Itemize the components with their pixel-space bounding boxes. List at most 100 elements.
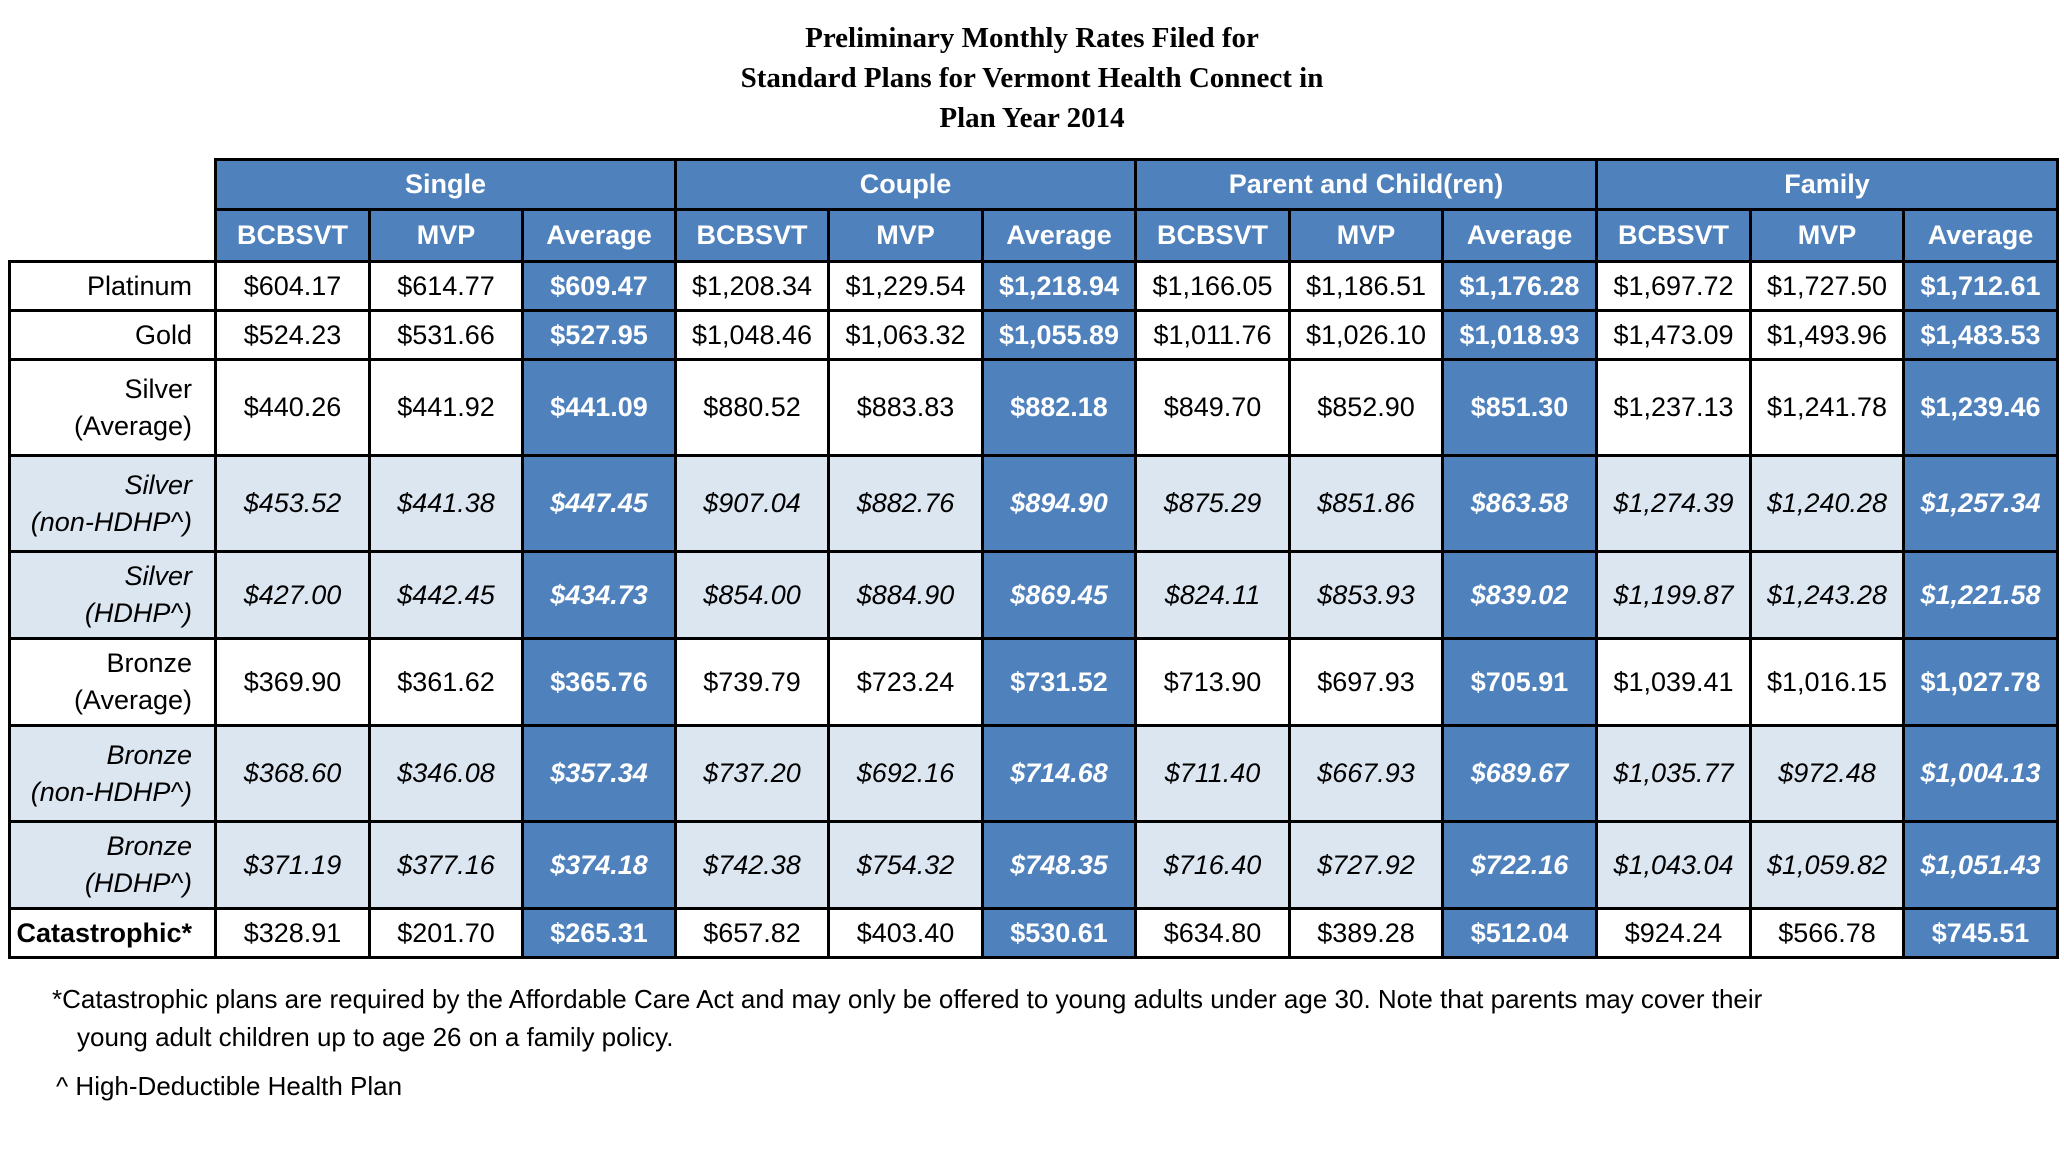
row-label: Catastrophic*	[8, 907, 217, 959]
rate-cell: $531.66	[368, 309, 524, 361]
rate-cell: $907.04	[674, 454, 830, 553]
rate-cell: $1,274.39	[1595, 454, 1752, 553]
row-label-subtext: (HDHP^)	[84, 598, 192, 628]
average-rate-cell: $714.68	[981, 724, 1137, 823]
rate-cell: $1,186.51	[1288, 260, 1444, 312]
row-label-text: Gold	[134, 319, 192, 350]
footnote-line-2: young adult children up to age 26 on a f…	[77, 1022, 674, 1052]
rate-cell: $201.70	[368, 907, 524, 959]
rate-cell: $634.80	[1134, 907, 1291, 959]
average-rate-cell: $1,051.43	[1902, 820, 2059, 910]
footnote-catastrophic: *Catastrophic plans are required by the …	[52, 980, 1762, 1056]
title-line-2: Standard Plans for Vermont Health Connec…	[740, 62, 1324, 94]
average-rate-cell: $530.61	[981, 907, 1137, 959]
row-label-text: Bronze	[106, 739, 192, 770]
col-header-bcbsvt: BCBSVT	[1595, 208, 1752, 263]
col-header-average: Average	[521, 208, 677, 263]
rate-cell: $852.90	[1288, 358, 1444, 457]
row-label-text: Bronze	[106, 831, 192, 861]
rate-cell: $1,697.72	[1595, 260, 1752, 312]
rate-cell: $657.82	[674, 907, 830, 959]
rates-table: Single Couple Parent and Child(ren) Fami…	[8, 158, 2059, 959]
rate-cell: $1,243.28	[1749, 550, 1905, 640]
rate-cell: $1,199.87	[1595, 550, 1752, 640]
rate-cell: $1,059.82	[1749, 820, 1905, 910]
table-row: Silver (Average) $440.26 $441.92 $441.09 $880…	[8, 358, 2059, 457]
title-line-3: Plan Year 2014	[939, 102, 1125, 134]
corner-cell	[9, 159, 216, 210]
rate-cell: $369.90	[214, 637, 371, 727]
average-rate-cell: $851.30	[1441, 358, 1598, 457]
average-rate-cell: $722.16	[1441, 820, 1598, 910]
row-label: Platinum	[8, 260, 217, 312]
row-label: Bronze (HDHP^)	[8, 820, 217, 910]
average-rate-cell: $512.04	[1441, 907, 1598, 959]
average-rate-cell: $1,055.89	[981, 309, 1137, 361]
rate-cell: $883.83	[827, 358, 984, 457]
row-label-subtext: (non-HDHP^)	[30, 776, 192, 807]
average-rate-cell: $1,004.13	[1902, 724, 2059, 823]
rate-cell: $328.91	[214, 907, 371, 959]
rate-cell: $441.38	[368, 454, 524, 553]
rate-cell: $1,727.50	[1749, 260, 1905, 312]
col-header-mvp: MVP	[1288, 208, 1444, 263]
average-rate-cell: $731.52	[981, 637, 1137, 727]
footnote-hdhp: ^ High-Deductible Health Plan	[56, 1071, 403, 1101]
rate-cell: $440.26	[214, 358, 371, 457]
rate-cell: $727.92	[1288, 820, 1444, 910]
average-rate-cell: $357.34	[521, 724, 677, 823]
average-rate-cell: $441.09	[521, 358, 677, 457]
average-rate-cell: $1,218.94	[981, 260, 1137, 312]
rate-cell: $346.08	[368, 724, 524, 823]
rate-cell: $882.76	[827, 454, 984, 553]
rate-cell: $739.79	[674, 637, 830, 727]
rate-cell: $1,240.28	[1749, 454, 1905, 553]
rate-cell: $1,208.34	[674, 260, 830, 312]
page-title: Preliminary Monthly Rates Filed for Stan…	[0, 18, 2064, 138]
table-row: Silver (non-HDHP^) $453.52 $441.38 $447.45 $9…	[8, 454, 2059, 553]
rate-cell: $604.17	[214, 260, 371, 312]
row-label: Gold	[8, 309, 217, 361]
rate-cell: $875.29	[1134, 454, 1291, 553]
rate-cell: $1,048.46	[674, 309, 830, 361]
rate-cell: $361.62	[368, 637, 524, 727]
average-rate-cell: $265.31	[521, 907, 677, 959]
rate-cell: $716.40	[1134, 820, 1291, 910]
rate-cell: $1,016.15	[1749, 637, 1905, 727]
col-header-mvp: MVP	[827, 208, 984, 263]
rate-cell: $614.77	[368, 260, 524, 312]
rate-cell: $884.90	[827, 550, 984, 640]
average-rate-cell: $1,018.93	[1441, 309, 1598, 361]
rate-cell: $924.24	[1595, 907, 1752, 959]
rate-cell: $1,039.41	[1595, 637, 1752, 727]
rate-cell: $849.70	[1134, 358, 1291, 457]
rate-cell: $368.60	[214, 724, 371, 823]
average-rate-cell: $745.51	[1902, 907, 2059, 959]
average-rate-cell: $1,221.58	[1902, 550, 2059, 640]
rate-cell: $851.86	[1288, 454, 1444, 553]
row-label-subtext: (Average)	[73, 685, 192, 715]
col-header-average: Average	[981, 208, 1137, 263]
rate-cell: $1,063.32	[827, 309, 984, 361]
col-header-bcbsvt: BCBSVT	[214, 208, 371, 263]
rate-cell: $667.93	[1288, 724, 1444, 823]
row-label: Bronze (non-HDHP^)	[8, 724, 217, 823]
average-rate-cell: $1,712.61	[1902, 260, 2059, 312]
rate-cell: $737.20	[674, 724, 830, 823]
col-header-bcbsvt: BCBSVT	[1134, 208, 1291, 263]
table-row: Gold $524.23 $531.66 $527.95 $1,048.46 $1,063…	[8, 309, 2059, 361]
rate-cell: $1,237.13	[1595, 358, 1752, 457]
row-label-subtext: (Average)	[73, 410, 192, 441]
group-header-row: Single Couple Parent and Child(ren) Fami…	[9, 158, 2059, 211]
rate-cell: $1,493.96	[1749, 309, 1905, 361]
rate-cell: $853.93	[1288, 550, 1444, 640]
rate-cell: $972.48	[1749, 724, 1905, 823]
average-rate-cell: $1,257.34	[1902, 454, 2059, 553]
col-header-bcbsvt: BCBSVT	[674, 208, 830, 263]
rate-cell: $566.78	[1749, 907, 1905, 959]
average-rate-cell: $447.45	[521, 454, 677, 553]
average-rate-cell: $894.90	[981, 454, 1137, 553]
rate-cell: $754.32	[827, 820, 984, 910]
rate-cell: $442.45	[368, 550, 524, 640]
average-rate-cell: $869.45	[981, 550, 1137, 640]
